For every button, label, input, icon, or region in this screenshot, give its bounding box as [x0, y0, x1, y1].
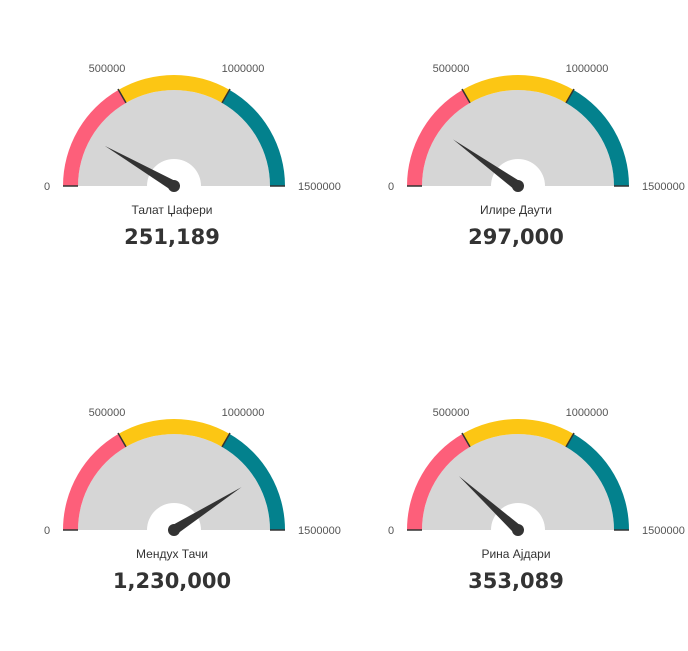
gauge-name: Илире Даути	[480, 203, 552, 217]
gauge-needle	[104, 145, 177, 191]
tick-label: 500000	[89, 407, 126, 419]
gauge-svg: 0 500000 1000000 1500000	[388, 63, 685, 193]
gauge-band	[407, 89, 470, 186]
tick-label: 0	[44, 181, 50, 193]
dial-background	[422, 434, 614, 530]
dial-hub	[491, 503, 545, 530]
gauge-band	[222, 89, 285, 186]
needle-pivot	[512, 180, 524, 192]
tick-label: 1000000	[566, 407, 609, 419]
tick-label: 1500000	[298, 525, 341, 537]
tick-label: 1500000	[642, 181, 685, 193]
gauge-band	[566, 433, 629, 530]
tick-label: 1000000	[222, 407, 265, 419]
dial-background	[422, 90, 614, 186]
gauge-value: 353,089	[468, 569, 564, 593]
band-separator	[565, 432, 575, 448]
needle-pivot	[168, 180, 180, 192]
needle-pivot	[168, 524, 180, 536]
gauge-needle	[458, 476, 522, 534]
tick-label: 0	[388, 525, 394, 537]
gauge-band	[462, 419, 574, 447]
gauge-needle	[452, 139, 521, 191]
tick-label: 500000	[89, 63, 126, 75]
tick-label: 500000	[433, 63, 470, 75]
tick-label: 0	[44, 525, 50, 537]
band-separator	[221, 88, 231, 104]
gauge-needle	[171, 487, 242, 535]
tick-label: 1000000	[566, 63, 609, 75]
band-separator	[461, 432, 471, 448]
gauge-band	[222, 433, 285, 530]
gauge-ilire-dauti: 0 500000 1000000 1500000 Илире Даути 297,00…	[344, 0, 688, 307]
band-separator	[117, 432, 127, 448]
gauge-band	[407, 433, 470, 530]
tick-label: 1500000	[642, 525, 685, 537]
band-separator	[461, 88, 471, 104]
gauge-name: Мендух Тачи	[136, 547, 208, 561]
gauge-svg: 0 500000 1000000 1500000	[44, 407, 341, 537]
gauge-value: 1,230,000	[112, 569, 232, 593]
gauge-svg: 0 500000 1000000 1500000	[44, 63, 341, 193]
gauge-menduh-taci: 0 500000 1000000 1500000 Мендух Тачи 1,230,…	[0, 344, 344, 651]
gauge-band	[462, 74, 574, 103]
band-separator	[221, 432, 231, 448]
gauge-svg: 0 500000 1000000 1500000	[388, 407, 685, 537]
gauge-talat-dzaferi: 0 500000 1000000 1500000 Талат Џафери 251,1…	[0, 0, 344, 307]
tick-label: 1000000	[222, 63, 265, 75]
tick-label: 500000	[433, 407, 470, 419]
gauge-band	[118, 419, 230, 447]
gauge-value: 297,000	[468, 225, 564, 249]
gauge-name: Рина Ајдари	[481, 547, 551, 561]
gauge-rina-ajdari: 0 500000 1000000 1500000 Рина Ајдари 353,08…	[344, 344, 688, 651]
tick-label: 1500000	[298, 181, 341, 193]
gauge-band	[63, 89, 126, 186]
gauge-band	[566, 89, 629, 186]
needle-pivot	[512, 524, 524, 536]
gauge-band	[63, 433, 126, 530]
gauge-band	[118, 74, 230, 103]
tick-label: 0	[388, 181, 394, 193]
gauge-value: 251,189	[124, 225, 220, 249]
dial-background	[78, 90, 270, 186]
dial-background	[78, 434, 270, 530]
band-separator	[565, 88, 575, 104]
gauge-name: Талат Џафери	[131, 203, 213, 217]
band-separator	[117, 88, 127, 104]
